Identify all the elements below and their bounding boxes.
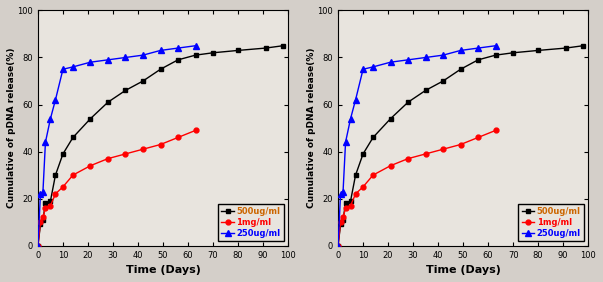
Legend: 500ug/ml, 1mg/ml, 250ug/ml: 500ug/ml, 1mg/ml, 250ug/ml bbox=[518, 204, 584, 241]
X-axis label: Time (Days): Time (Days) bbox=[426, 265, 500, 275]
Y-axis label: Cumulative of pDNA release(%): Cumulative of pDNA release(%) bbox=[7, 48, 16, 208]
Y-axis label: Cumulative of pDNA release(%): Cumulative of pDNA release(%) bbox=[307, 48, 316, 208]
X-axis label: Time (Days): Time (Days) bbox=[125, 265, 200, 275]
Legend: 500ug/ml, 1mg/ml, 250ug/ml: 500ug/ml, 1mg/ml, 250ug/ml bbox=[218, 204, 284, 241]
